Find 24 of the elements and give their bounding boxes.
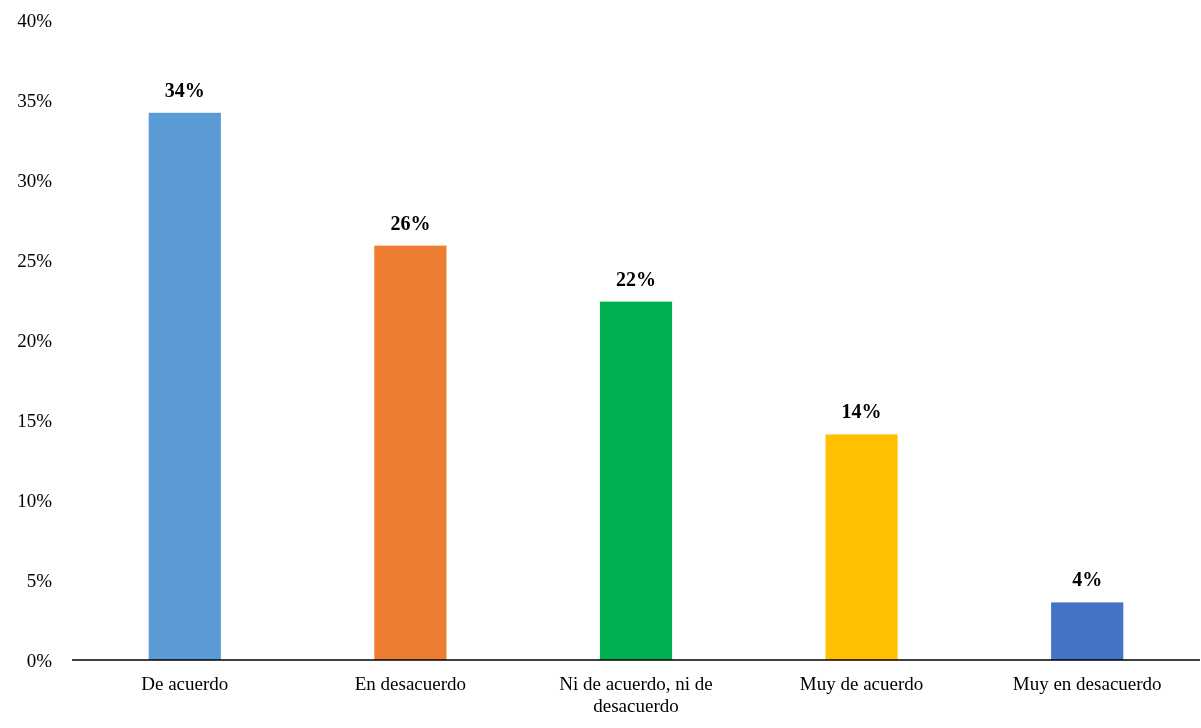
x-tick-label: En desacuerdo (354, 673, 467, 694)
bar (599, 301, 673, 660)
data-label: 22% (616, 267, 656, 290)
y-tick-label: 15% (17, 409, 53, 431)
bar (825, 434, 898, 660)
y-tick-label: 40% (17, 9, 53, 31)
x-tick-label: Muy de acuerdo (799, 673, 924, 694)
x-tick-label: De acuerdo (141, 673, 229, 694)
data-label: 4% (1072, 568, 1103, 591)
y-tick-label: 25% (17, 249, 53, 271)
data-label: 14% (841, 400, 882, 423)
data-label: 34% (164, 78, 205, 101)
bar (374, 245, 447, 660)
y-tick-label: 35% (17, 89, 53, 111)
y-tick-label: 0% (26, 649, 53, 671)
bar (1051, 602, 1124, 660)
y-tick-label: 5% (26, 569, 53, 591)
data-label: 26% (390, 211, 431, 234)
x-tick-label: Muy en desacuerdo (1012, 673, 1162, 694)
y-tick-label: 10% (17, 489, 53, 511)
bar (148, 112, 221, 660)
x-tick-label: Ni de acuerdo, ni de desacuerdo (559, 673, 713, 716)
y-tick-label: 20% (17, 329, 53, 351)
y-tick-label: 30% (17, 169, 53, 191)
